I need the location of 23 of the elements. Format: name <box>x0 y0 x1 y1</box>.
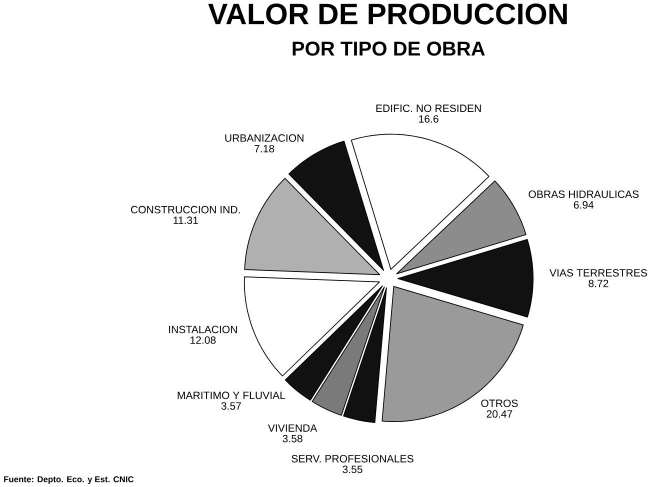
slice-label: EDIFIC. NO RESIDEN <box>376 104 481 112</box>
slice-label: CONSTRUCCION IND. <box>131 206 240 214</box>
slice-label: INSTALACION <box>169 326 237 334</box>
data-label: 20.47 <box>486 410 512 418</box>
data-label: 12.08 <box>190 336 216 344</box>
slice-label: SERV. PROFESIONALES <box>292 454 414 462</box>
data-label: 6.94 <box>574 200 594 208</box>
source-note: Fuente: Depto. Eco. y Est. CNIC <box>4 476 134 484</box>
data-label: 8.72 <box>588 280 608 287</box>
chart-title: VALOR DE PRODUCCION <box>208 3 567 24</box>
data-label: 3.57 <box>221 402 241 410</box>
data-label: 3.55 <box>342 465 362 473</box>
chart-subtitle: POR TIPO DE OBRA <box>292 41 485 56</box>
slice-label: VIAS TERRESTRES <box>550 268 647 276</box>
slice-label: URBANIZACION <box>225 134 304 142</box>
data-label: 11.31 <box>174 216 198 224</box>
data-label: 7.18 <box>254 144 274 152</box>
slice-label: MARITIMO Y FLUVIAL <box>178 391 286 399</box>
slice-label: VIVIENDA <box>268 424 318 432</box>
slice-label: OBRAS HIDRAULICAS <box>528 190 639 198</box>
data-label: 3.58 <box>282 434 302 442</box>
slice-label: OTROS <box>481 399 518 407</box>
data-label: 16.6 <box>419 115 438 122</box>
